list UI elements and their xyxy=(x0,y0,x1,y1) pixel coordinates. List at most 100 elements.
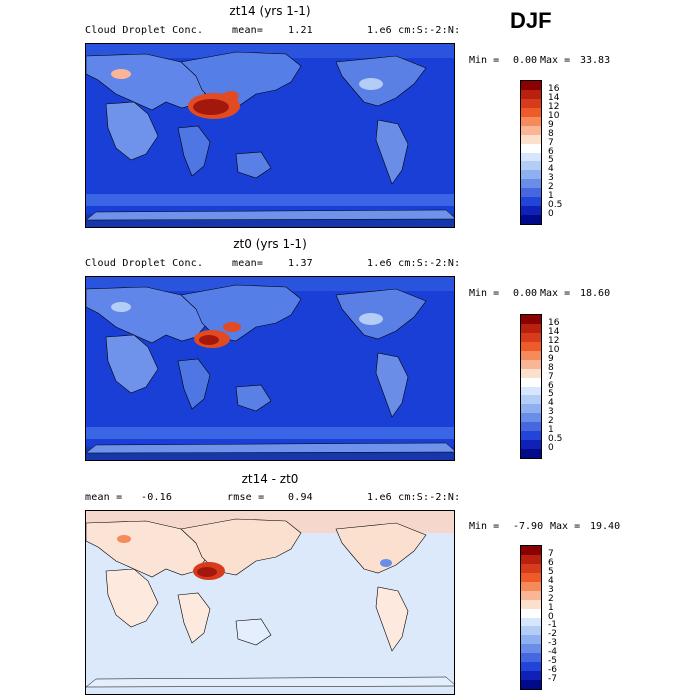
colorbar-cell xyxy=(521,152,541,162)
colorbar-cell xyxy=(521,404,541,414)
colorbar-cell xyxy=(521,644,541,654)
colorbar-label: 0 xyxy=(548,611,554,622)
panel2-units: 1.e6 cm:S:-2:N: xyxy=(367,258,461,269)
panel3-rmse-label: rmse = xyxy=(227,492,265,503)
colorbar-cell xyxy=(521,315,541,324)
colorbar-cell xyxy=(521,635,541,645)
panel1-max-label: Max = xyxy=(540,55,571,66)
panel1-variable-label: Cloud Droplet Conc. xyxy=(85,25,204,36)
colorbar-cell xyxy=(521,170,541,180)
colorbar-label: -7 xyxy=(548,674,557,685)
panel3-rmse-value: 0.94 xyxy=(288,492,313,503)
colorbar-cell xyxy=(521,215,541,224)
colorbar-label: 10 xyxy=(548,110,560,121)
colorbar-cell xyxy=(521,617,541,627)
colorbar-cell xyxy=(521,81,541,90)
colorbar-label: 10 xyxy=(548,344,560,355)
colorbar-label: -2 xyxy=(548,629,557,640)
panel1-min-label: Min = xyxy=(469,55,500,66)
panel1-min-value: 0.00 xyxy=(513,55,538,66)
colorbar-cell xyxy=(521,377,541,387)
colorbar-label: 6 xyxy=(548,557,554,568)
colorbar-cell xyxy=(521,161,541,171)
panel3-min-value: -7.90 xyxy=(513,521,544,532)
panel1-colorbar xyxy=(520,80,542,225)
colorbar-label: 2 xyxy=(548,182,554,193)
panel2-map xyxy=(85,276,455,461)
panel2-min-label: Min = xyxy=(469,288,500,299)
panel2-mean-label: mean= xyxy=(232,258,264,269)
colorbar-label: 14 xyxy=(548,92,560,103)
colorbar-label: 16 xyxy=(548,317,560,328)
colorbar-cell xyxy=(521,395,541,405)
colorbar-label: 2 xyxy=(548,416,554,427)
colorbar-label: 3 xyxy=(548,584,554,595)
panel2-colorbar xyxy=(520,314,542,459)
panel1-max-value: 33.83 xyxy=(580,55,611,66)
panel3-max-label: Max = xyxy=(550,521,581,532)
colorbar-cell xyxy=(521,179,541,189)
colorbar-cell xyxy=(521,440,541,450)
panel3-colorbar xyxy=(520,545,542,690)
colorbar-cell xyxy=(521,134,541,144)
panel1-title: zt14 (yrs 1-1) xyxy=(229,4,311,18)
colorbar-cell xyxy=(521,206,541,216)
colorbar-label: 4 xyxy=(548,164,554,175)
colorbar-cell xyxy=(521,107,541,117)
colorbar-cell xyxy=(521,626,541,636)
colorbar-label: 2 xyxy=(548,593,554,604)
colorbar-label: 1 xyxy=(548,425,554,436)
panel2-min-value: 0.00 xyxy=(513,288,538,299)
panel3-mean-value: -0.16 xyxy=(141,492,173,503)
colorbar-cell xyxy=(521,332,541,342)
colorbar-cell xyxy=(521,125,541,135)
colorbar-cell xyxy=(521,188,541,198)
panel1-mean-label: mean= xyxy=(232,25,264,36)
panel2-map-svg xyxy=(86,277,454,460)
colorbar-label: 12 xyxy=(548,335,560,346)
colorbar-label: 7 xyxy=(548,548,554,559)
colorbar-label: 9 xyxy=(548,119,554,130)
colorbar-cell xyxy=(521,386,541,396)
colorbar-label: 0.5 xyxy=(548,434,563,445)
colorbar-cell xyxy=(521,581,541,591)
colorbar-label: 4 xyxy=(548,575,554,586)
colorbar-label: 8 xyxy=(548,128,554,139)
colorbar-label: 6 xyxy=(548,380,554,391)
colorbar-cell xyxy=(521,554,541,564)
season-label: DJF xyxy=(510,8,552,33)
colorbar-label: -1 xyxy=(548,620,557,631)
colorbar-cell xyxy=(521,422,541,432)
colorbar-cell xyxy=(521,449,541,458)
panel3-max-value: 19.40 xyxy=(590,521,621,532)
colorbar-label: 5 xyxy=(548,155,554,166)
colorbar-label: 4 xyxy=(548,398,554,409)
panel3-title: zt14 - zt0 xyxy=(241,472,299,486)
panel1-map-svg xyxy=(86,44,454,227)
colorbar-cell xyxy=(521,350,541,360)
colorbar-cell xyxy=(521,197,541,207)
colorbar-cell xyxy=(521,680,541,689)
colorbar-cell xyxy=(521,590,541,600)
colorbar-cell xyxy=(521,413,541,423)
colorbar-label: -4 xyxy=(548,647,557,658)
colorbar-label: 5 xyxy=(548,389,554,400)
colorbar-cell xyxy=(521,653,541,663)
panel3-min-label: Min = xyxy=(469,521,500,532)
colorbar-cell xyxy=(521,341,541,351)
panel2-max-value: 18.60 xyxy=(580,288,611,299)
colorbar-label: 14 xyxy=(548,326,560,337)
panel2-max-label: Max = xyxy=(540,288,571,299)
colorbar-cell xyxy=(521,546,541,555)
colorbar-label: 12 xyxy=(548,101,560,112)
colorbar-cell xyxy=(521,662,541,672)
colorbar-cell xyxy=(521,116,541,126)
panel2-mean-value: 1.37 xyxy=(288,258,313,269)
colorbar-label: 7 xyxy=(548,137,554,148)
colorbar-label: 3 xyxy=(548,173,554,184)
panel3-units: 1.e6 cm:S:-2:N: xyxy=(367,492,461,503)
panel3-mean-label: mean = xyxy=(85,492,123,503)
colorbar-label: -6 xyxy=(548,665,557,676)
panel3-map xyxy=(85,510,455,695)
colorbar-cell xyxy=(521,98,541,108)
